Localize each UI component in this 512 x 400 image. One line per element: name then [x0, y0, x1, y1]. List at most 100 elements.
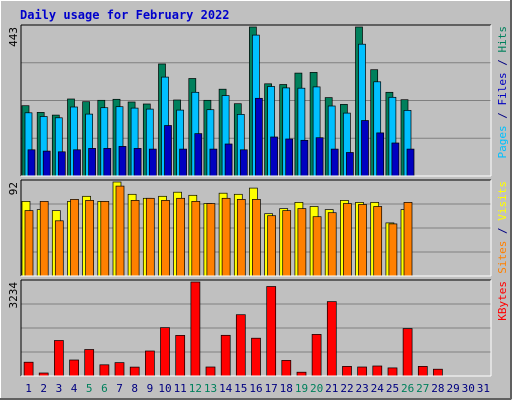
bar-kbytes-day-22: [342, 366, 352, 377]
x-tick-label-day-30: 30: [462, 382, 475, 395]
bar-sites-day-11: [176, 197, 185, 277]
bar-kbytes-day-6: [99, 364, 110, 377]
bar-sites-day-8: [130, 200, 140, 277]
series-side-label: Pages / Files / Hits: [496, 26, 509, 159]
bar-kbytes-day-17: [266, 286, 277, 377]
x-tick-label-day-29: 29: [446, 382, 459, 395]
bar-kbytes-day-7: [114, 362, 125, 377]
x-tick-label-day-11: 11: [174, 382, 187, 395]
bar-kbytes-day-16: [251, 337, 261, 377]
bar-sites-day-22: [343, 203, 352, 277]
bar-sites-day-19: [297, 208, 307, 277]
x-tick-label-day-2: 2: [40, 382, 47, 395]
bar-pages-day-2: [42, 150, 51, 177]
bar-sites-day-12: [191, 201, 201, 277]
bar-kbytes-day-11: [175, 335, 186, 377]
bar-pages-day-10: [164, 125, 172, 177]
side-label-part: Sites: [496, 241, 509, 274]
bar-kbytes-day-15: [235, 314, 246, 377]
bar-pages-day-19: [300, 139, 309, 177]
x-tick-label-day-28: 28: [431, 382, 444, 395]
bar-sites-day-13: [206, 203, 216, 277]
bar-pages-day-16: [255, 97, 263, 177]
bar-sites-day-21: [327, 212, 337, 277]
bar-kbytes-day-20: [311, 334, 322, 377]
bar-kbytes-day-27: [417, 366, 428, 377]
x-tick-label-day-25: 25: [386, 382, 399, 395]
bar-pages-day-14: [224, 143, 233, 177]
x-tick-label-day-18: 18: [280, 382, 293, 395]
bar-kbytes-day-28: [433, 368, 443, 377]
bar-pages-day-7: [118, 146, 127, 177]
side-label-part: /: [496, 53, 509, 73]
bar-sites-day-6: [100, 201, 110, 277]
side-label-part: /: [496, 106, 509, 126]
bar-kbytes-day-24: [372, 365, 383, 377]
x-tick-label-day-13: 13: [204, 382, 217, 395]
bar-kbytes-day-14: [220, 334, 231, 377]
x-tick-label-day-26: 26: [401, 382, 414, 395]
x-tick-label-day-27: 27: [416, 382, 429, 395]
series-side-label: KBytes: [496, 281, 509, 321]
bar-pages-day-8: [133, 148, 142, 177]
bar-pages-day-23: [361, 120, 369, 177]
bar-pages-day-1: [27, 149, 36, 177]
bar-sites-day-18: [282, 210, 292, 277]
chart-title: Daily usage for February 2022: [20, 8, 230, 22]
y-axis-max-label: 443: [7, 27, 20, 47]
bar-kbytes-day-25: [387, 367, 398, 377]
bar-kbytes-day-19: [296, 371, 307, 377]
bar-kbytes-day-8: [129, 366, 140, 377]
side-label-part: /: [496, 221, 509, 241]
bar-pages-day-22: [346, 152, 354, 177]
bar-pages-day-6: [103, 148, 112, 177]
bar-pages-day-5: [88, 148, 96, 177]
bar-kbytes-day-1: [23, 361, 34, 377]
x-tick-label-day-15: 15: [234, 382, 247, 395]
bar-pages-day-9: [148, 148, 157, 177]
bar-kbytes-day-13: [205, 366, 216, 377]
bar-sites-day-26: [403, 202, 413, 277]
bar-sites-day-1: [24, 210, 34, 277]
bar-sites-day-5: [85, 200, 94, 277]
series-side-label: Sites / Visits: [496, 181, 509, 274]
x-tick-label-day-6: 6: [101, 382, 108, 395]
bar-kbytes-day-9: [145, 350, 155, 377]
x-tick-label-day-1: 1: [25, 382, 32, 395]
bar-pages-day-18: [285, 138, 294, 177]
x-tick-label-day-19: 19: [295, 382, 308, 395]
x-tick-label-day-17: 17: [265, 382, 278, 395]
bar-sites-day-17: [267, 215, 276, 277]
bar-kbytes-day-23: [357, 366, 367, 377]
x-tick-label-day-20: 20: [310, 382, 323, 395]
bar-sites-day-15: [236, 199, 246, 277]
x-tick-label-day-9: 9: [147, 382, 154, 395]
bar-sites-day-23: [358, 204, 367, 277]
panel-visits-sites: 92 Sites / Visits: [7, 179, 509, 277]
side-label-part: Visits: [496, 181, 509, 221]
bar-kbytes-day-10: [160, 327, 170, 377]
x-tick-label-day-14: 14: [219, 382, 233, 395]
side-label-part: Files: [496, 72, 509, 105]
y-axis-max-label: 3234: [7, 282, 20, 309]
bar-kbytes-day-4: [69, 359, 79, 377]
bar-sites-day-3: [54, 220, 64, 277]
panel-kbytes: 3234 KBytes: [7, 279, 509, 377]
side-label-part: KBytes: [496, 281, 509, 321]
bar-pages-day-4: [73, 149, 81, 177]
bar-sites-day-14: [221, 197, 231, 277]
x-tick-label-day-24: 24: [371, 382, 385, 395]
bar-pages-day-26: [406, 148, 415, 177]
bar-sites-day-24: [373, 206, 383, 277]
x-tick-label-day-21: 21: [325, 382, 338, 395]
bar-kbytes-day-18: [281, 360, 292, 377]
x-tick-label-day-8: 8: [131, 382, 138, 395]
x-tick-label-day-4: 4: [71, 382, 78, 395]
bar-pages-day-17: [270, 136, 278, 177]
bar-pages-day-13: [209, 148, 218, 177]
side-label-part: Pages: [496, 125, 509, 158]
bar-pages-day-24: [376, 132, 385, 177]
bar-kbytes-day-3: [54, 340, 64, 377]
bar-sites-day-10: [161, 200, 170, 277]
